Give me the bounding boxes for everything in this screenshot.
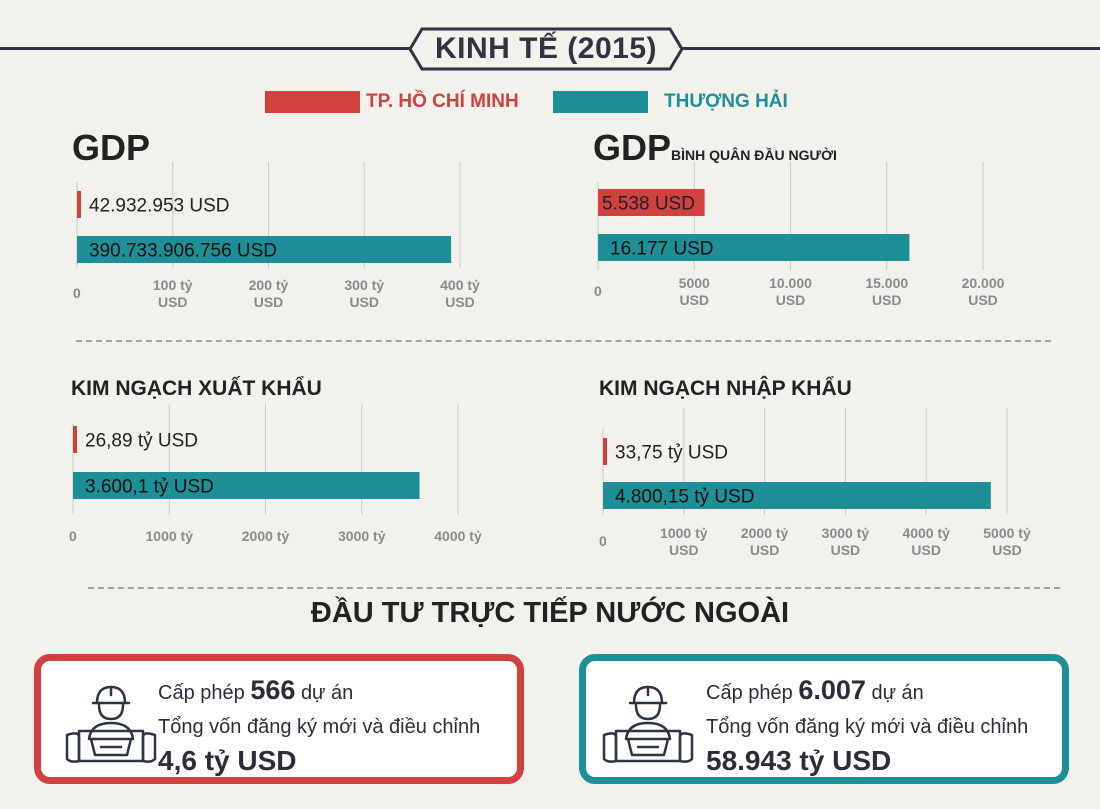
fdi-sh-suffix: dự án — [871, 682, 924, 704]
gdp-per-capita-data-label-sh: 16.177 USD — [610, 239, 714, 260]
gdp-tick-label: 100 tỷ — [153, 277, 193, 293]
gdp-per-capita-bar-sh — [598, 234, 910, 261]
import-tick-label: 2000 tỷ — [741, 525, 789, 541]
gdp-tick-label: 300 tỷ — [344, 277, 384, 293]
gdp-tick-label: 400 tỷ — [440, 277, 480, 293]
gdp-per-capita-bar-hcm — [598, 189, 705, 216]
title-rule-left — [0, 47, 412, 50]
import-tick-label: 0 — [599, 533, 607, 549]
export-bar-hcm — [73, 426, 77, 453]
gdp-per-capita-chart-title: GDPBÌNH QUÂN ĐẦU NGƯỜI — [593, 127, 837, 169]
gdp-bar-sh — [77, 236, 452, 263]
export-data-label-sh: 3.600,1 tỷ USD — [85, 477, 214, 498]
gdp-data-label-sh: 390.733.906.756 USD — [89, 241, 277, 262]
gdp-bar-hcm — [77, 191, 81, 218]
export-tick-label: 1000 tỷ — [146, 528, 194, 544]
fdi-hcm-count: 566 — [250, 675, 296, 705]
fdi-hcm-prefix: Cấp phép — [158, 682, 245, 704]
import-data-label-hcm: 33,75 tỷ USD — [615, 443, 728, 464]
fdi-hcm-capital-value: 4,6 tỷ USD — [158, 745, 297, 776]
title-rule-right — [680, 47, 1100, 50]
export-tick-label: 4000 tỷ — [434, 528, 482, 544]
fdi-hcm-suffix: dự án — [300, 682, 354, 704]
gdp-tick-unit: USD — [349, 294, 379, 310]
fdi-hcm-capital-label: Tổng vốn đăng ký mới và điều chỉnh — [158, 716, 481, 738]
export-tick-label: 3000 tỷ — [338, 528, 386, 544]
fdi-sh-count: 6.007 — [798, 675, 866, 705]
fdi-sh-prefix: Cấp phép — [706, 682, 793, 704]
gdp-per-capita-tick-label: 0 — [594, 283, 602, 299]
import-tick-unit: USD — [992, 542, 1022, 558]
legend-label-hcm: TP. HỒ CHÍ MINH — [366, 91, 519, 112]
separator-1 — [76, 340, 1051, 342]
gdp-tick-label: 0 — [73, 285, 81, 301]
gdp-per-capita-tick-label: 10.000 — [769, 275, 812, 291]
import-tick-label: 1000 tỷ — [660, 525, 708, 541]
gdp-data-label-hcm: 42.932.953 USD — [89, 196, 230, 217]
gdp-per-capita-title-main: GDP — [593, 127, 672, 168]
gdp-per-capita-tick-unit: USD — [968, 292, 998, 308]
gdp-per-capita-tick-label: 20.000 — [962, 275, 1005, 291]
gdp-per-capita-tick-unit: USD — [679, 292, 709, 308]
fdi-card-sh: Cấp phép 6.007 dự án Tổng vốn đăng ký mớ… — [579, 654, 1069, 784]
legend-swatch-hcm — [265, 91, 360, 113]
fdi-card-hcm: Cấp phép 566 dự án Tổng vốn đăng ký mới … — [34, 654, 524, 784]
gdp-chart-title: GDP — [72, 127, 151, 168]
gdp-per-capita-data-label-hcm: 5.538 USD — [602, 194, 695, 215]
legend-label-sh: THƯỢNG HẢI — [664, 91, 788, 112]
gdp-per-capita-tick-unit: USD — [872, 292, 902, 308]
gdp-tick-unit: USD — [445, 294, 475, 310]
export-tick-label: 2000 tỷ — [242, 528, 290, 544]
import-tick-unit: USD — [831, 542, 861, 558]
import-data-label-sh: 4.800,15 tỷ USD — [615, 487, 754, 508]
gdp-tick-unit: USD — [158, 294, 188, 310]
export-chart-title: KIM NGẠCH XUẤT KHẨU — [71, 377, 322, 400]
fdi-sh-permits: Cấp phép 6.007 dự án — [706, 675, 924, 706]
gdp-per-capita-subtitle: BÌNH QUÂN ĐẦU NGƯỜI — [671, 147, 837, 163]
title-frame-shape — [408, 27, 684, 71]
construction-worker-icon — [602, 685, 694, 763]
export-tick-label: 0 — [69, 528, 77, 544]
gdp-tick-label: 200 tỷ — [249, 277, 289, 293]
import-tick-label: 3000 tỷ — [822, 525, 870, 541]
fdi-section-title: ĐẦU TƯ TRỰC TIẾP NƯỚC NGOÀI — [310, 597, 790, 629]
import-tick-unit: USD — [669, 542, 699, 558]
fdi-sh-capital-value: 58.943 tỷ USD — [706, 745, 892, 776]
import-tick-label: 4000 tỷ — [902, 525, 950, 541]
gdp-tick-unit: USD — [254, 294, 284, 310]
gdp-per-capita-tick-label: 5000 — [679, 275, 710, 291]
fdi-hcm-permits: Cấp phép 566 dự án — [158, 675, 353, 706]
gdp-per-capita-tick-unit: USD — [776, 292, 806, 308]
import-bar-sh — [603, 482, 991, 509]
gdp-per-capita-tick-label: 15.000 — [865, 275, 908, 291]
import-tick-label: 5000 tỷ — [983, 525, 1031, 541]
construction-worker-icon — [65, 685, 157, 763]
export-data-label-hcm: 26,89 tỷ USD — [85, 431, 198, 452]
page-title-frame: KINH TẾ (2015) — [408, 27, 684, 71]
legend-swatch-sh — [553, 91, 648, 113]
import-tick-unit: USD — [911, 542, 941, 558]
page-title: KINH TẾ (2015) — [434, 32, 658, 65]
import-tick-unit: USD — [750, 542, 780, 558]
import-chart-title: KIM NGẠCH NHẬP KHẨU — [599, 377, 852, 400]
separator-2 — [88, 587, 1060, 589]
export-bar-sh — [73, 472, 420, 499]
fdi-sh-capital-label: Tổng vốn đăng ký mới và điều chỉnh — [706, 716, 1029, 738]
import-bar-hcm — [603, 438, 607, 465]
